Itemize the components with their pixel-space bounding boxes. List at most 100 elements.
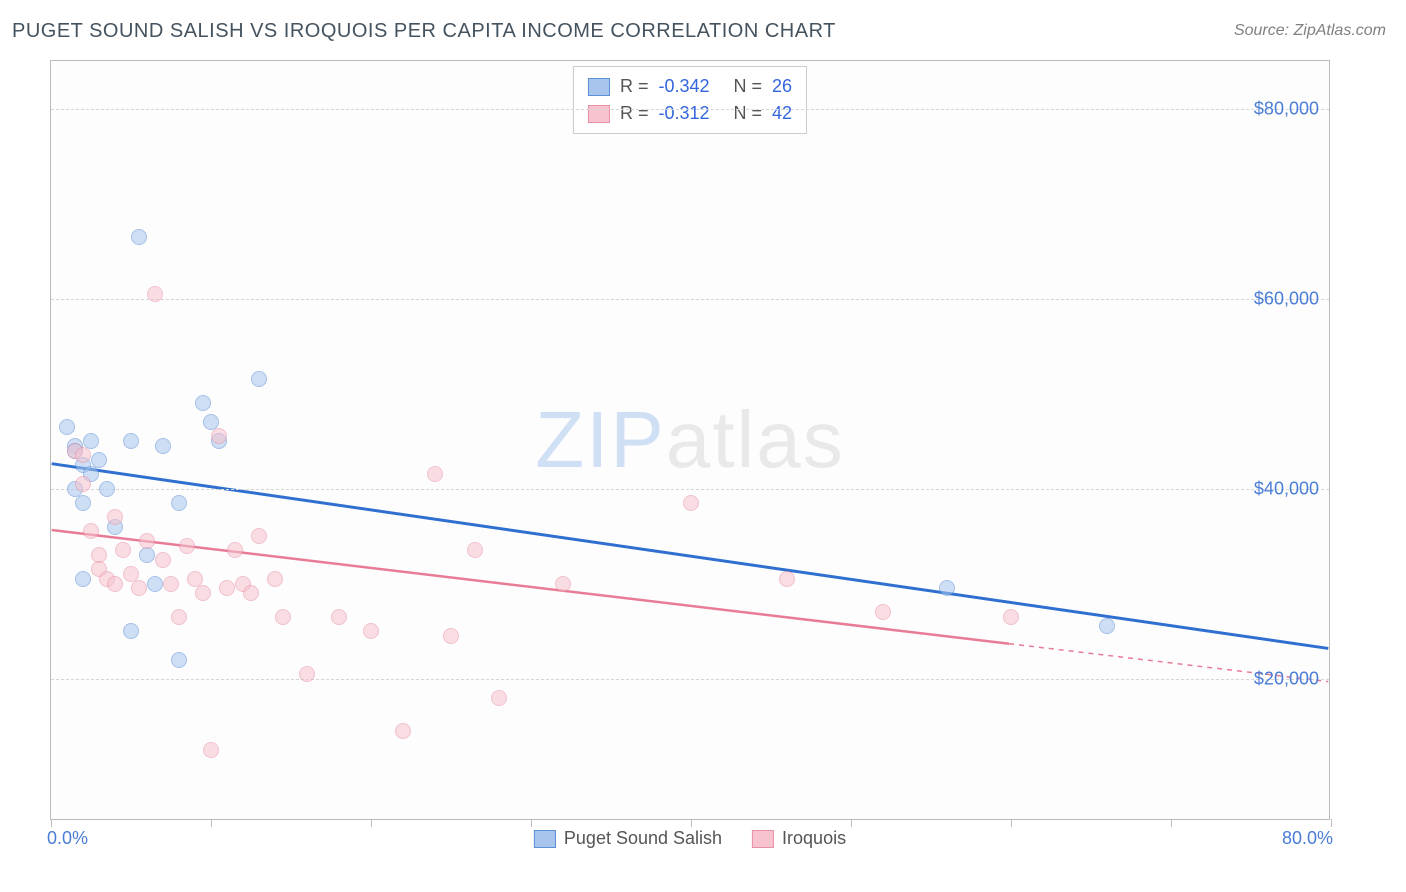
- data-point: [171, 652, 187, 668]
- data-point: [179, 538, 195, 554]
- data-point: [75, 495, 91, 511]
- x-tick: [1331, 819, 1332, 827]
- data-point: [395, 723, 411, 739]
- data-point: [243, 585, 259, 601]
- data-point: [779, 571, 795, 587]
- chart-title: PUGET SOUND SALISH VS IROQUOIS PER CAPIT…: [12, 20, 836, 43]
- trend-lines: [51, 61, 1329, 819]
- legend-r-label: R =: [620, 100, 649, 127]
- data-point: [227, 542, 243, 558]
- y-tick-label: $20,000: [1254, 668, 1319, 689]
- data-point: [195, 395, 211, 411]
- legend-n-value: 42: [772, 100, 792, 127]
- series-legend-item: Iroquois: [752, 828, 846, 849]
- data-point: [1003, 609, 1019, 625]
- x-axis-start-label: 0.0%: [47, 828, 88, 849]
- x-tick: [691, 819, 692, 827]
- chart-container: PUGET SOUND SALISH VS IROQUOIS PER CAPIT…: [0, 0, 1406, 892]
- series-legend: Puget Sound Salish Iroquois: [534, 828, 846, 849]
- correlation-legend: R = -0.342 N = 26 R = -0.312 N = 42: [573, 66, 807, 134]
- series-legend-item: Puget Sound Salish: [534, 828, 722, 849]
- watermark-zip: ZIP: [535, 395, 665, 484]
- data-point: [75, 447, 91, 463]
- data-point: [91, 452, 107, 468]
- data-point: [251, 371, 267, 387]
- data-point: [331, 609, 347, 625]
- grid-line: [51, 299, 1329, 300]
- data-point: [75, 476, 91, 492]
- data-point: [299, 666, 315, 682]
- legend-n-label: N =: [734, 73, 763, 100]
- data-point: [139, 547, 155, 563]
- data-point: [443, 628, 459, 644]
- legend-swatch: [534, 830, 556, 848]
- data-point: [267, 571, 283, 587]
- series-legend-label: Iroquois: [782, 828, 846, 849]
- data-point: [171, 495, 187, 511]
- source-attribution: Source: ZipAtlas.com: [1234, 22, 1386, 40]
- x-tick: [51, 819, 52, 827]
- data-point: [115, 542, 131, 558]
- data-point: [155, 438, 171, 454]
- y-tick-label: $60,000: [1254, 288, 1319, 309]
- data-point: [107, 509, 123, 525]
- plot-area: ZIPatlas R = -0.342 N = 26 R = -0.312 N = 4…: [50, 60, 1330, 820]
- x-tick: [371, 819, 372, 827]
- data-point: [83, 433, 99, 449]
- correlation-legend-row: R = -0.312 N = 42: [588, 100, 792, 127]
- series-legend-label: Puget Sound Salish: [564, 828, 722, 849]
- grid-line: [51, 679, 1329, 680]
- data-point: [275, 609, 291, 625]
- data-point: [59, 419, 75, 435]
- data-point: [131, 229, 147, 245]
- grid-line: [51, 109, 1329, 110]
- data-point: [555, 576, 571, 592]
- data-point: [131, 580, 147, 596]
- data-point: [467, 542, 483, 558]
- data-point: [875, 604, 891, 620]
- data-point: [147, 576, 163, 592]
- legend-r-value: -0.312: [658, 100, 709, 127]
- legend-swatch: [752, 830, 774, 848]
- data-point: [171, 609, 187, 625]
- data-point: [163, 576, 179, 592]
- legend-n-value: 26: [772, 73, 792, 100]
- x-tick: [1011, 819, 1012, 827]
- data-point: [683, 495, 699, 511]
- data-point: [123, 623, 139, 639]
- watermark: ZIPatlas: [535, 394, 844, 486]
- data-point: [123, 433, 139, 449]
- data-point: [939, 580, 955, 596]
- x-tick: [211, 819, 212, 827]
- data-point: [211, 428, 227, 444]
- grid-line: [51, 489, 1329, 490]
- data-point: [83, 523, 99, 539]
- data-point: [139, 533, 155, 549]
- watermark-atlas: atlas: [666, 395, 845, 484]
- y-tick-label: $80,000: [1254, 98, 1319, 119]
- x-tick: [851, 819, 852, 827]
- y-tick-label: $40,000: [1254, 478, 1319, 499]
- data-point: [427, 466, 443, 482]
- data-point: [75, 571, 91, 587]
- data-point: [147, 286, 163, 302]
- data-point: [219, 580, 235, 596]
- data-point: [1099, 618, 1115, 634]
- x-tick: [531, 819, 532, 827]
- legend-swatch: [588, 105, 610, 123]
- data-point: [363, 623, 379, 639]
- correlation-legend-row: R = -0.342 N = 26: [588, 73, 792, 100]
- data-point: [155, 552, 171, 568]
- legend-n-label: N =: [734, 100, 763, 127]
- data-point: [251, 528, 267, 544]
- data-point: [195, 585, 211, 601]
- legend-r-value: -0.342: [658, 73, 709, 100]
- legend-swatch: [588, 78, 610, 96]
- data-point: [107, 576, 123, 592]
- legend-r-label: R =: [620, 73, 649, 100]
- x-tick: [1171, 819, 1172, 827]
- data-point: [491, 690, 507, 706]
- data-point: [99, 481, 115, 497]
- x-axis-end-label: 80.0%: [1282, 828, 1333, 849]
- data-point: [203, 742, 219, 758]
